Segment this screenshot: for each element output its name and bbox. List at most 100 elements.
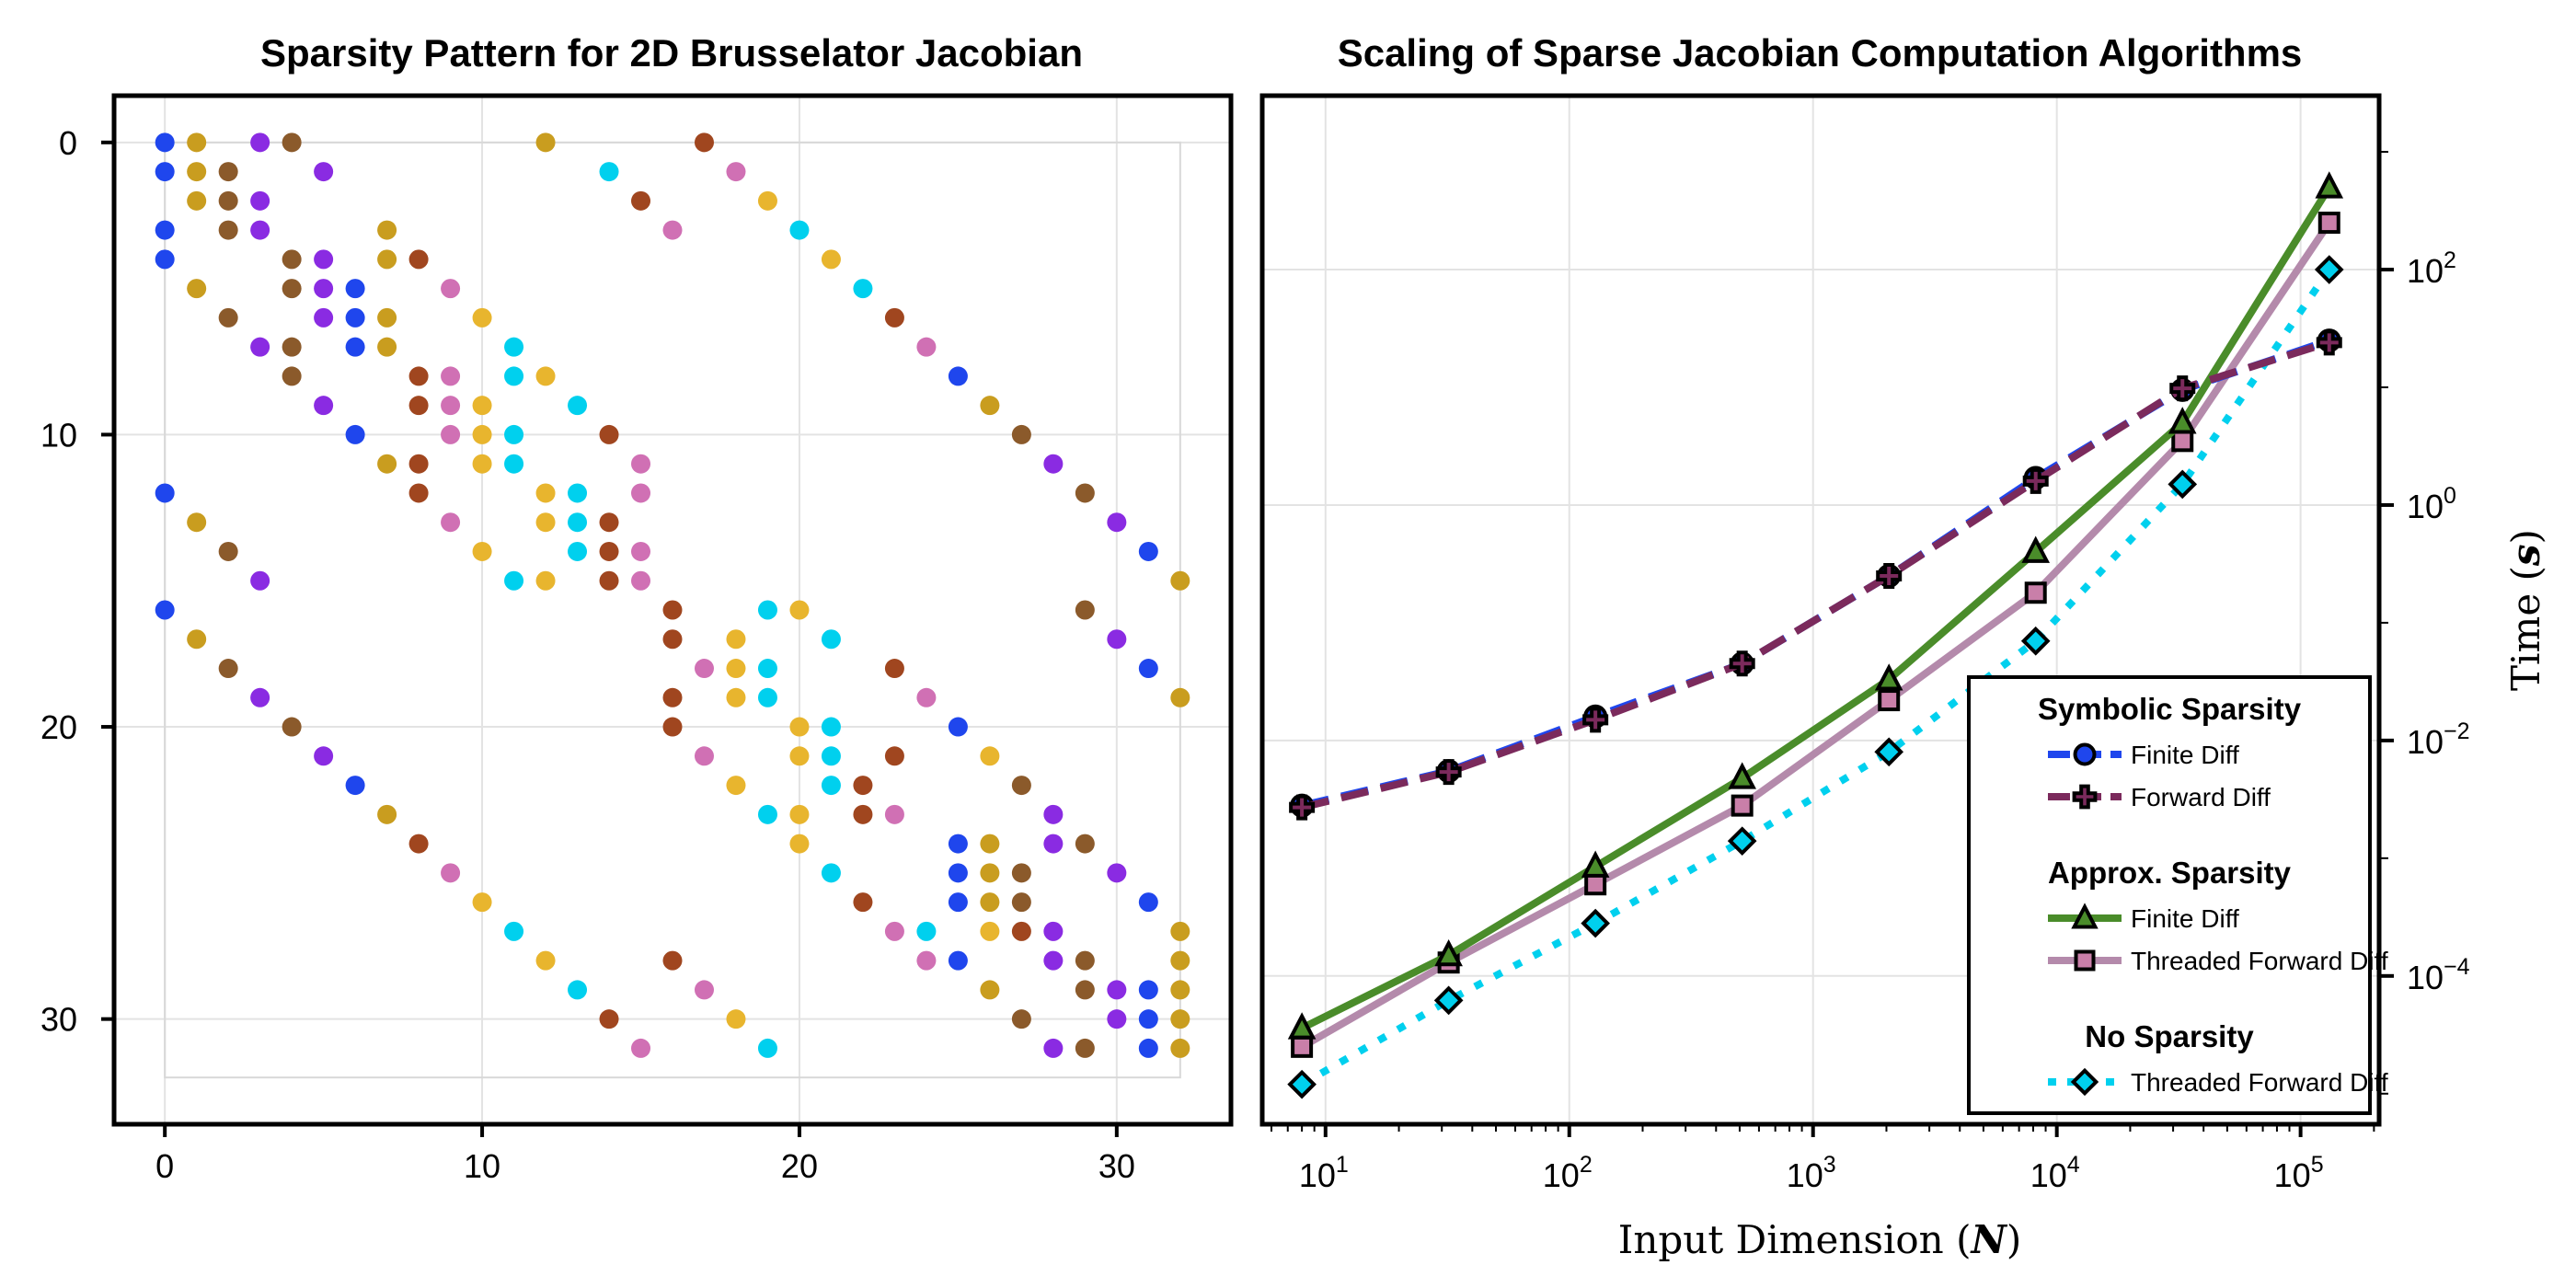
sparsity-point bbox=[757, 600, 777, 620]
sparsity-point bbox=[568, 541, 588, 561]
sparsity-point bbox=[821, 249, 841, 270]
sparsity-point bbox=[282, 249, 302, 270]
sparsity-point bbox=[408, 454, 429, 474]
triangle-marker bbox=[1434, 938, 1463, 967]
sparsity-point bbox=[345, 279, 365, 299]
triangle-marker bbox=[2071, 903, 2099, 929]
triangle-marker bbox=[1728, 762, 1756, 789]
sparsity-point bbox=[1011, 921, 1031, 941]
sparsity-point bbox=[250, 687, 270, 707]
sparsity-point bbox=[345, 307, 365, 328]
square-marker bbox=[1584, 873, 1607, 896]
sparsity-point bbox=[535, 366, 556, 386]
sparsity-point bbox=[1107, 629, 1127, 650]
sparsity-point bbox=[1075, 980, 1095, 1000]
sparsity-point bbox=[726, 629, 746, 650]
sparsity-point bbox=[408, 483, 429, 503]
legend-group-title: Approx. Sparsity bbox=[2048, 856, 2292, 890]
sparsity-point bbox=[472, 541, 492, 561]
sparsity-point bbox=[980, 396, 1000, 416]
sparsity-point bbox=[1043, 804, 1064, 824]
x-tick-label: 105 bbox=[2274, 1152, 2324, 1194]
series-line bbox=[1301, 339, 2330, 811]
sparsity-point bbox=[599, 162, 619, 182]
sparsity-point bbox=[535, 483, 556, 503]
sparsity-point bbox=[821, 776, 841, 796]
sparsity-point bbox=[250, 570, 270, 591]
sparsity-point bbox=[377, 337, 397, 357]
sparsity-point bbox=[757, 687, 777, 707]
x-tick-label: 0 bbox=[155, 1147, 174, 1185]
left-axis-ticks: 0 10 20 30 0 10 20 30 bbox=[40, 124, 1135, 1185]
sparsity-point bbox=[408, 396, 429, 416]
cross-marker bbox=[1582, 707, 1609, 733]
sparsity-point bbox=[599, 424, 619, 444]
series-line bbox=[1300, 220, 2333, 1051]
sparsity-point bbox=[980, 834, 1000, 854]
sparsity-point bbox=[218, 541, 238, 561]
sparsity-point bbox=[441, 512, 461, 533]
sparsity-point bbox=[377, 249, 397, 270]
legend-item-label: Threaded Forward Diff bbox=[2131, 947, 2388, 975]
right-plot-frame bbox=[1259, 93, 2382, 1127]
sparsity-point bbox=[187, 190, 207, 211]
sparsity-point bbox=[218, 220, 238, 240]
sparsity-point bbox=[948, 950, 968, 971]
triangle-marker bbox=[2168, 407, 2197, 434]
diamond-marker bbox=[1727, 826, 1757, 856]
sparsity-point bbox=[155, 132, 175, 153]
sparsity-point bbox=[853, 892, 873, 913]
sparsity-point bbox=[441, 279, 461, 299]
cross-marker bbox=[1729, 650, 1755, 677]
sparsity-point bbox=[599, 541, 619, 561]
sparsity-point bbox=[789, 600, 810, 620]
sparsity-point bbox=[1170, 570, 1190, 591]
sparsity-point bbox=[218, 659, 238, 679]
series-approx-sparsityfinite-diff bbox=[1287, 171, 2344, 1040]
series-approx-sparsitythreaded-forward-diff bbox=[1291, 212, 2340, 1058]
sparsity-point bbox=[789, 220, 810, 240]
sparsity-point bbox=[884, 921, 904, 941]
sparsity-point bbox=[504, 424, 524, 444]
sparsity-point bbox=[1043, 1038, 1064, 1058]
sparsity-point bbox=[1138, 980, 1158, 1000]
sparsity-point bbox=[187, 512, 207, 533]
x-axis-label: Input Dimension (N) bbox=[1618, 1217, 2021, 1262]
sparsity-point bbox=[377, 220, 397, 240]
sparsity-point bbox=[631, 483, 651, 503]
sparsity-point bbox=[1043, 834, 1064, 854]
sparsity-point bbox=[568, 483, 588, 503]
sparsity-point bbox=[282, 717, 302, 737]
sparsity-point bbox=[1107, 863, 1127, 883]
sparsity-point bbox=[821, 717, 841, 737]
sparsity-point bbox=[250, 132, 270, 153]
sparsity-point bbox=[377, 804, 397, 824]
legend: Symbolic Sparsity Finite Diff Forward Diff… bbox=[1967, 675, 2388, 1115]
sparsity-point bbox=[1011, 1009, 1031, 1029]
sparsity-point bbox=[1170, 980, 1190, 1000]
sparsity-point bbox=[789, 804, 810, 824]
sparsity-point bbox=[662, 629, 683, 650]
sparsity-point bbox=[948, 834, 968, 854]
sparsity-point bbox=[1170, 950, 1190, 971]
x-tick-label: 103 bbox=[1787, 1152, 1836, 1194]
diamond-marker bbox=[1287, 1069, 1317, 1099]
sparsity-point bbox=[694, 746, 714, 766]
sparsity-point bbox=[568, 980, 588, 1000]
sparsity-point bbox=[504, 337, 524, 357]
sparsity-point bbox=[726, 659, 746, 679]
sparsity-point bbox=[726, 162, 746, 182]
sparsity-point bbox=[535, 570, 556, 591]
sparsity-point bbox=[1011, 776, 1031, 796]
y-tick-label: 30 bbox=[40, 1001, 77, 1039]
sparsity-point bbox=[1138, 659, 1158, 679]
series-line bbox=[1300, 185, 2333, 1032]
sparsity-point bbox=[1075, 950, 1095, 971]
sparsity-pattern-chart: Sparsity Pattern for 2D Brusselator Jaco… bbox=[40, 31, 1234, 1185]
left-plot-frame bbox=[111, 93, 1234, 1127]
sparsity-point bbox=[789, 717, 810, 737]
cross-marker bbox=[1876, 562, 1903, 589]
sparsity-point bbox=[726, 1009, 746, 1029]
sparsity-point bbox=[1170, 1038, 1190, 1058]
